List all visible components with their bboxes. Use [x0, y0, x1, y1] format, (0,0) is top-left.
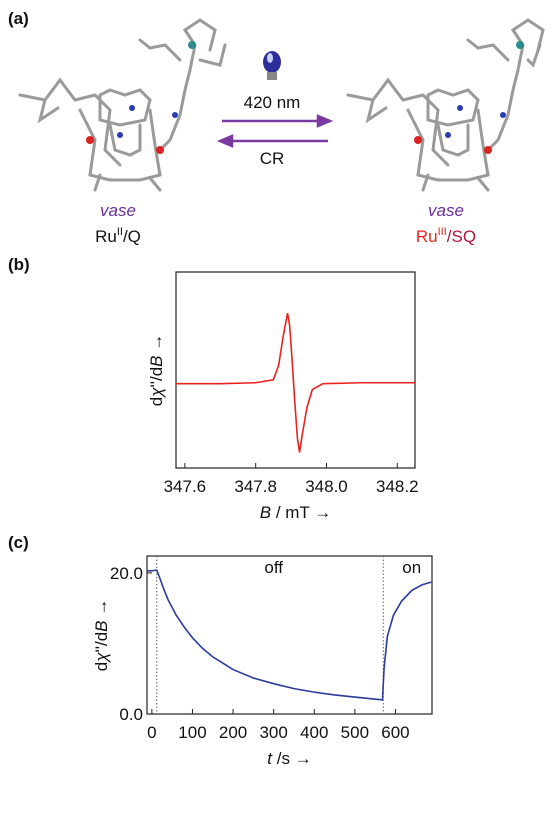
y-tick-label: 20.0 [110, 564, 143, 583]
annotation: on [402, 558, 421, 577]
state-part: /Q [123, 227, 141, 246]
arrows [220, 116, 330, 146]
panel-label: (c) [8, 533, 29, 552]
data-line [147, 570, 431, 700]
panel-label: (b) [8, 255, 30, 274]
left-name: vase [100, 201, 136, 220]
y-axis-label-part: χ [92, 652, 111, 664]
left-state: RuII/Q [95, 226, 141, 246]
x-axis-label: B / mT → [260, 503, 331, 522]
wavelength-label: 420 nm [244, 93, 301, 112]
x-tick-label: 347.8 [234, 477, 277, 496]
y-axis-label-part: B [147, 355, 166, 366]
y-axis-label-part: B [92, 620, 111, 631]
x-tick-label: 200 [219, 723, 247, 742]
x-tick-label: 348.0 [305, 477, 348, 496]
y-axis-label-part: ''/d [92, 632, 111, 653]
data-line [176, 313, 415, 452]
y-axis-label-part: ''/d [147, 367, 166, 388]
x-axis-label-part: B [260, 503, 271, 522]
state-part: Ru [416, 227, 438, 246]
y-axis-label-part: d [147, 397, 166, 406]
plot-frame [176, 272, 415, 468]
x-axis-label-part: / mT → [271, 503, 331, 522]
y-axis-label: dχ''/dB → [147, 334, 166, 407]
y-axis-label-part: d [92, 662, 111, 671]
x-axis-label-part: /s → [272, 749, 312, 768]
molecule-left [20, 20, 225, 190]
y-axis-label-part: → [92, 599, 111, 621]
molecule-right [348, 20, 543, 190]
y-axis-label: dχ''/dB → [92, 599, 111, 672]
reverse-label: CR [260, 149, 285, 168]
y-axis-label-part: → [147, 334, 166, 356]
annotation: off [264, 558, 283, 577]
panel-label: (a) [8, 9, 29, 28]
light-bulb [263, 51, 281, 80]
x-tick-label: 348.2 [376, 477, 419, 496]
state-sup: III [438, 226, 447, 238]
x-tick-label: 347.6 [164, 477, 207, 496]
y-axis-label-part: χ [147, 387, 166, 399]
state-part: /SQ [447, 227, 476, 246]
state-part: Ru [95, 227, 117, 246]
x-tick-label: 600 [381, 723, 409, 742]
right-state: RuIII/SQ [416, 226, 476, 246]
y-tick-label: 0.0 [119, 705, 143, 724]
x-tick-label: 0 [147, 723, 156, 742]
right-name: vase [428, 201, 464, 220]
x-tick-label: 500 [341, 723, 369, 742]
x-tick-label: 400 [300, 723, 328, 742]
x-axis-label: t /s → [267, 749, 311, 768]
x-tick-label: 300 [259, 723, 287, 742]
figure: (a) 420 nm CR vase RuII [0, 0, 547, 818]
x-tick-label: 100 [178, 723, 206, 742]
